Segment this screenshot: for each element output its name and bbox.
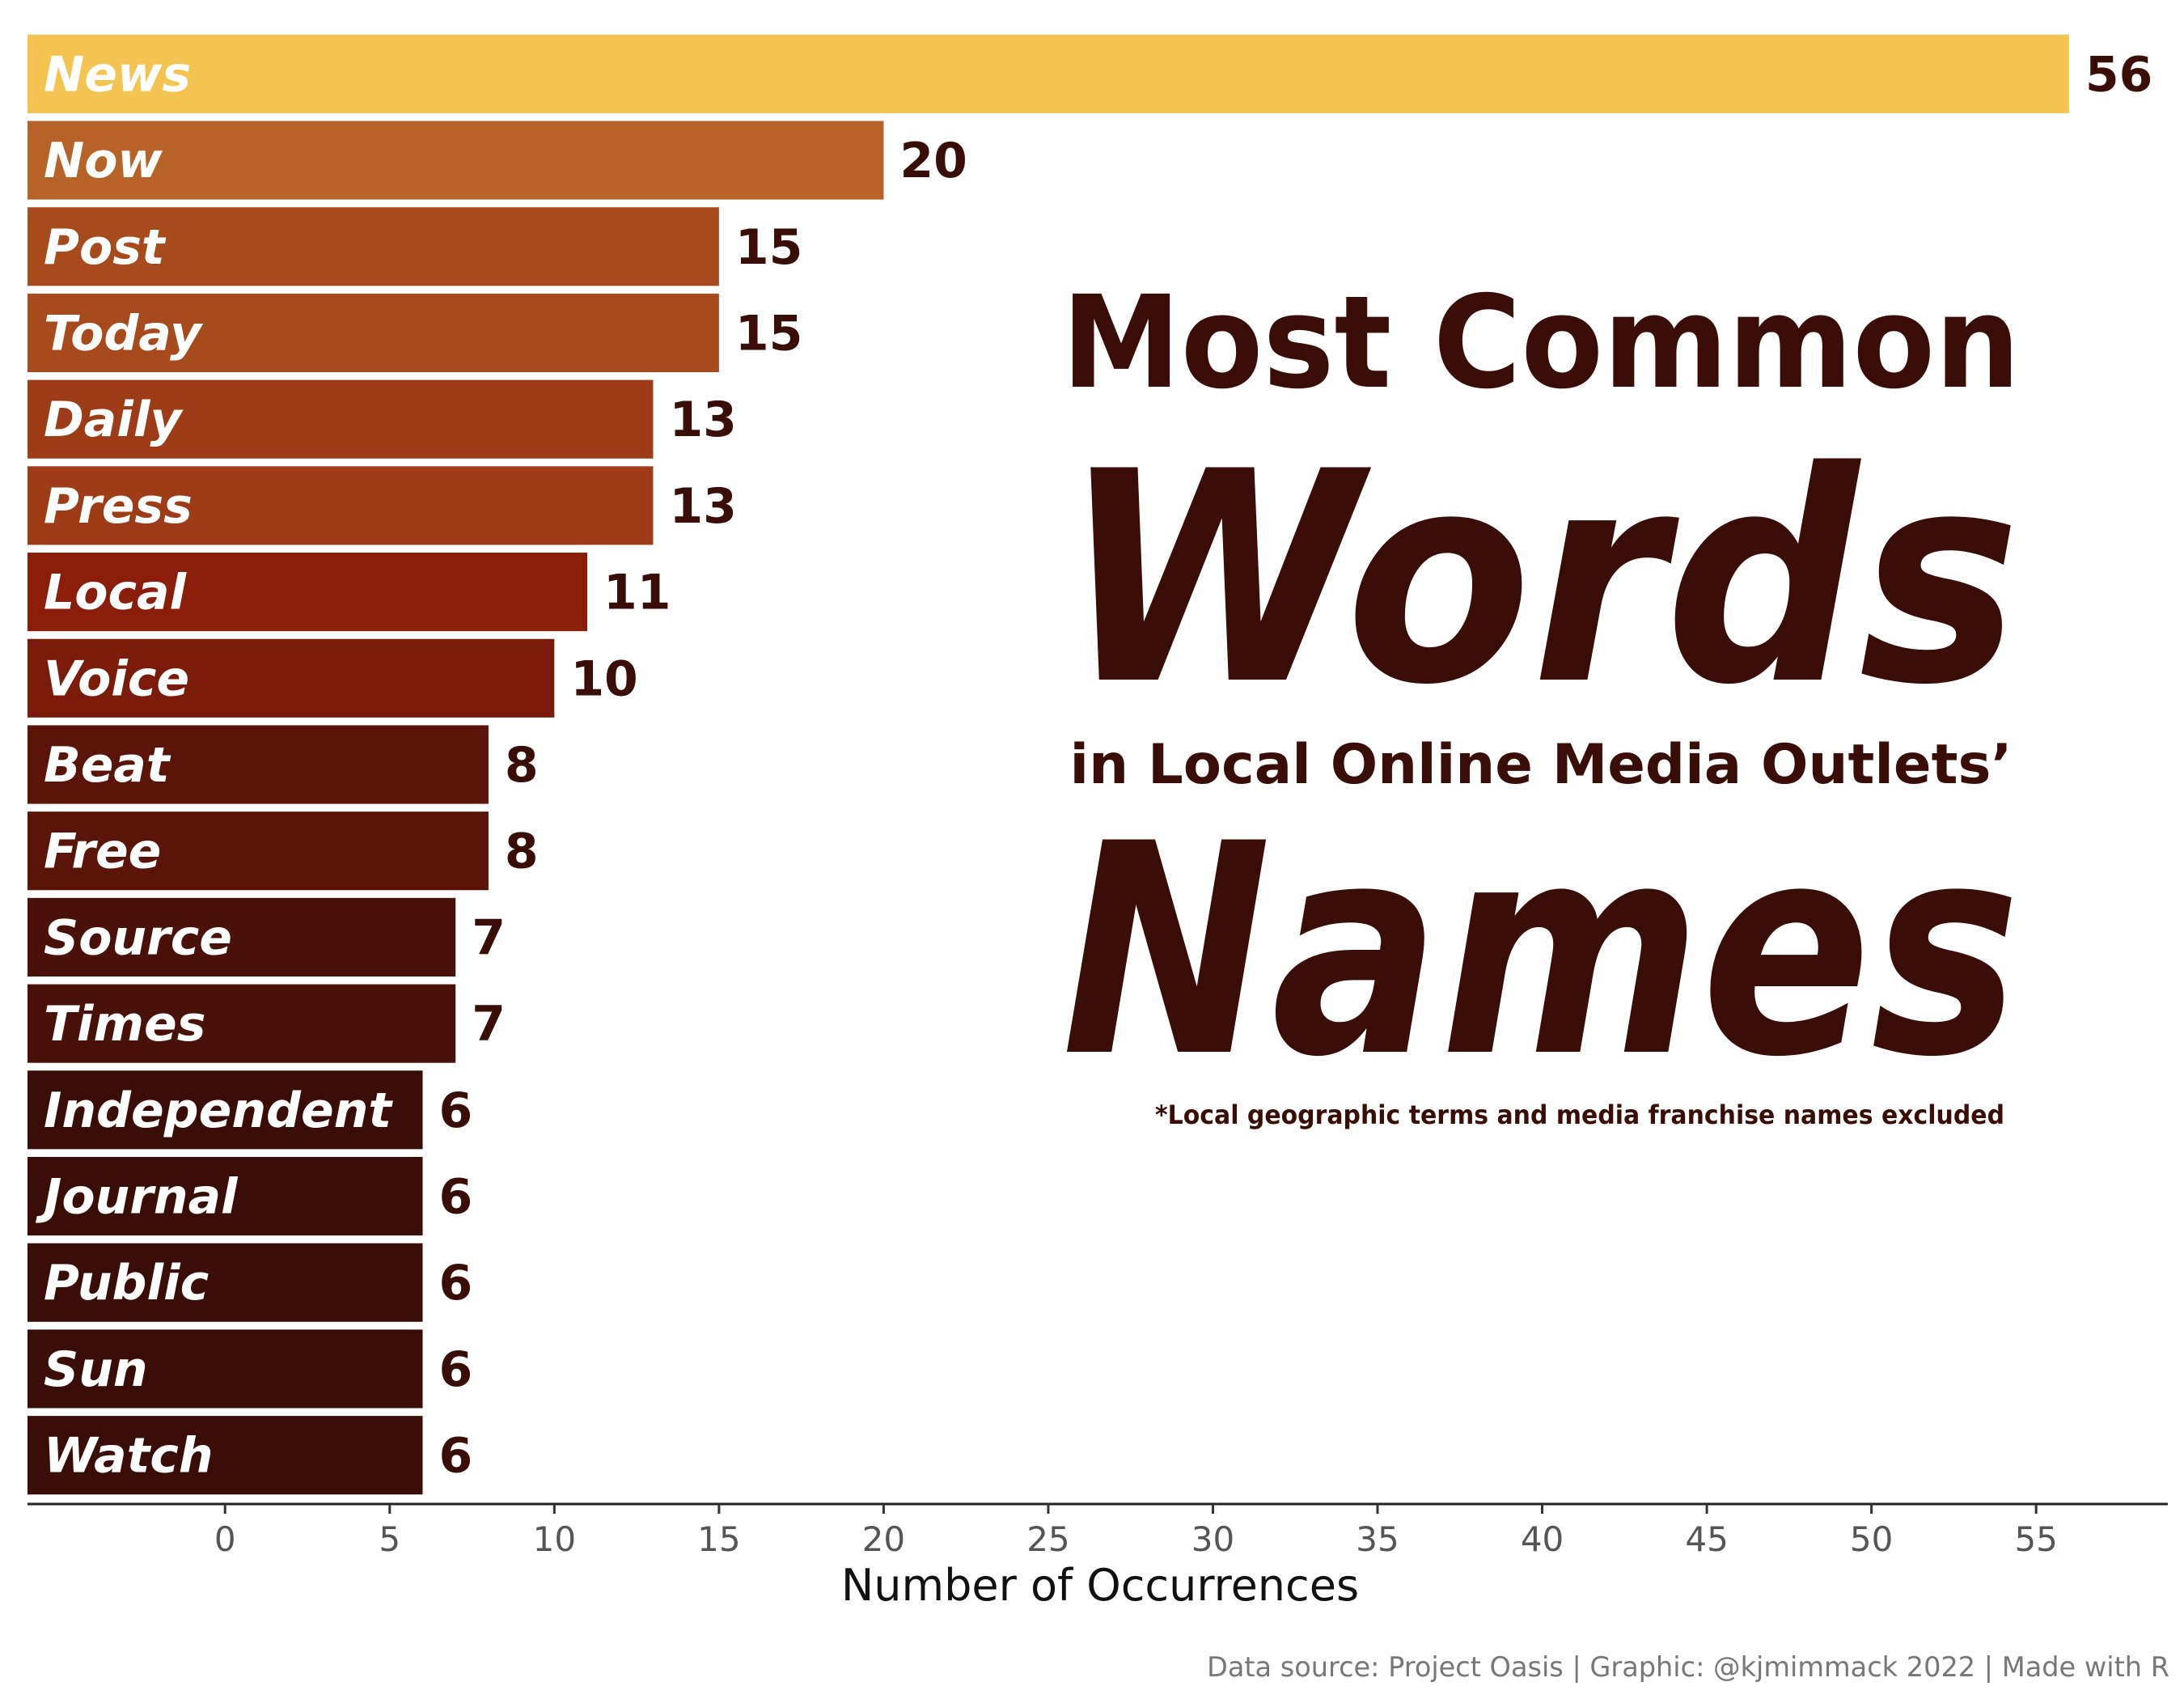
- bar-voice: [28, 638, 555, 718]
- x-tick-label: 5: [379, 1519, 400, 1559]
- bar-post: [28, 207, 719, 286]
- bar-public: [28, 1243, 423, 1322]
- bar-label: Independent: [44, 1083, 393, 1139]
- bar-label: Local: [44, 565, 188, 621]
- bar-now: [28, 121, 884, 200]
- value-label: 6: [438, 1341, 472, 1398]
- bar-sun: [28, 1329, 423, 1409]
- x-tick-label: 45: [1685, 1519, 1728, 1559]
- bar-journal: [28, 1156, 423, 1236]
- value-label: 15: [735, 219, 803, 276]
- value-label: 8: [505, 824, 539, 880]
- bar-label: Times: [44, 996, 205, 1053]
- caption: Data source: Project Oasis | Graphic: @k…: [1207, 1651, 2169, 1684]
- x-tick-label: 0: [214, 1519, 236, 1559]
- x-tick-label: 50: [1850, 1519, 1893, 1559]
- value-label: 7: [472, 996, 506, 1053]
- bar-label: Watch: [44, 1428, 214, 1485]
- x-tick-label: 20: [862, 1519, 905, 1559]
- x-tick-label: 40: [1521, 1519, 1564, 1559]
- value-label: 13: [669, 392, 737, 448]
- value-label: 13: [669, 478, 737, 535]
- bars-layer: [28, 34, 2069, 1495]
- value-label: 7: [472, 909, 506, 966]
- bar-label: Beat: [44, 737, 171, 794]
- bar-news: [28, 34, 2069, 113]
- bar-label: Public: [44, 1255, 209, 1311]
- x-tick-label: 30: [1191, 1519, 1234, 1559]
- bar-labels-layer: News Now Post Today Daily Press Local Voice Beat…: [36, 46, 393, 1484]
- bar-label: Press: [44, 478, 193, 535]
- bar-label: Source: [44, 909, 232, 966]
- x-tick-label: 15: [697, 1519, 740, 1559]
- x-axis-title: Number of Occurrences: [841, 1560, 1359, 1611]
- value-label: 6: [438, 1083, 472, 1139]
- bar-free: [28, 811, 489, 891]
- value-label: 20: [899, 133, 967, 189]
- value-label: 56: [2085, 46, 2153, 103]
- bar-label: Now: [44, 133, 163, 189]
- bar-label: Sun: [44, 1341, 148, 1398]
- value-label: 10: [570, 650, 638, 707]
- title-line-2: Words: [1062, 409, 2021, 748]
- x-tick-label: 25: [1026, 1519, 1069, 1559]
- bar-source: [28, 897, 456, 977]
- bar-daily: [28, 379, 654, 459]
- bar-label: Journal: [36, 1169, 239, 1226]
- bar-times: [28, 984, 456, 1063]
- bar-beat: [28, 725, 489, 804]
- title-line-1: Most Common: [1062, 269, 2021, 417]
- bar-label: Today: [44, 305, 204, 362]
- bar-press: [28, 466, 654, 545]
- value-label: 15: [735, 305, 803, 362]
- value-label: 8: [505, 737, 539, 794]
- value-label: 6: [438, 1169, 472, 1226]
- bar-local: [28, 553, 588, 632]
- x-tick-label: 10: [533, 1519, 576, 1559]
- bar-label: News: [44, 46, 191, 103]
- bar-label: Post: [44, 219, 167, 276]
- value-label: 6: [438, 1428, 472, 1485]
- x-axis-ticks: 0 5 10 15 20 25 30 35 40 45 50 55: [214, 1504, 2058, 1559]
- bar-label: Daily: [44, 392, 184, 448]
- bar-watch: [28, 1416, 423, 1495]
- title-line-3: in Local Online Media Outlets’: [1070, 733, 2013, 797]
- value-label: 11: [603, 565, 671, 621]
- x-tick-label: 55: [2014, 1519, 2057, 1559]
- value-label: 6: [438, 1255, 472, 1311]
- bar-today: [28, 293, 719, 373]
- bar-independent: [28, 1070, 423, 1150]
- title-line-4: Names: [1062, 782, 2021, 1121]
- x-tick-label: 35: [1356, 1519, 1399, 1559]
- bar-label: Free: [44, 824, 161, 880]
- footnote: *Local geographic terms and media franch…: [1155, 1099, 2004, 1130]
- bar-label: Voice: [44, 650, 189, 707]
